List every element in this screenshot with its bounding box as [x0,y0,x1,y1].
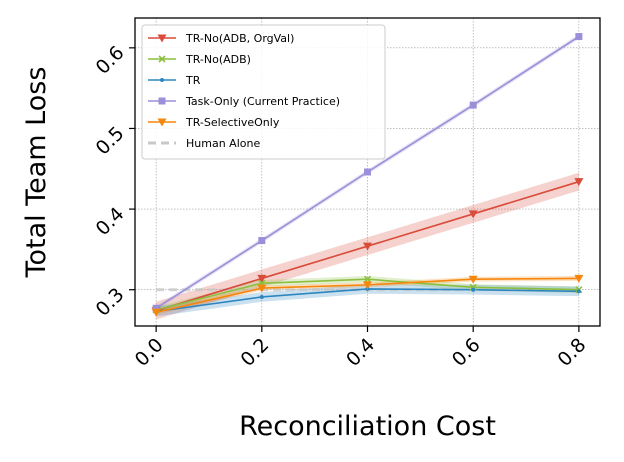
series-markers [151,33,584,317]
legend-marker [157,34,167,43]
legend-marker [158,55,166,63]
series-3-point [152,304,160,312]
legend-label: Task-Only (Current Practice) [185,95,340,108]
legend-label: TR-No(ADB) [185,53,251,66]
series-3-point [469,101,477,109]
legend-label: Human Alone [186,137,260,150]
series-4-point [468,275,478,284]
legend-box [141,24,386,160]
series-0-point [468,210,478,219]
series-1-point [469,283,477,291]
series-4-point [151,308,161,317]
x-axis-title: Reconciliation Cost [239,411,496,442]
series-2-point [576,289,581,294]
legend-marker [160,78,164,82]
series-4-point [257,284,267,293]
series-2-point [259,294,264,299]
legend-label: TR-SelectiveOnly [185,116,280,129]
series-1-point [363,275,372,283]
series-4-point [574,274,584,283]
legend-label: TR [185,74,201,87]
series-3-point [575,33,583,41]
series-0-point [574,178,584,187]
series-0-point [363,242,372,251]
legend-marker [158,97,166,105]
series-3-point [258,237,266,245]
y-axis-title: Total Team Loss [21,67,52,279]
legend-marker [157,118,167,127]
series-3-point [364,168,371,176]
series-0-point [257,274,267,283]
legend: TR-No(ADB, OrgVal) TR-No(ADB) TR Task-Only … [141,24,386,160]
series-4-point [363,281,372,290]
legend-label: TR-No(ADB, OrgVal) [185,32,294,45]
series-2-point [471,287,476,292]
